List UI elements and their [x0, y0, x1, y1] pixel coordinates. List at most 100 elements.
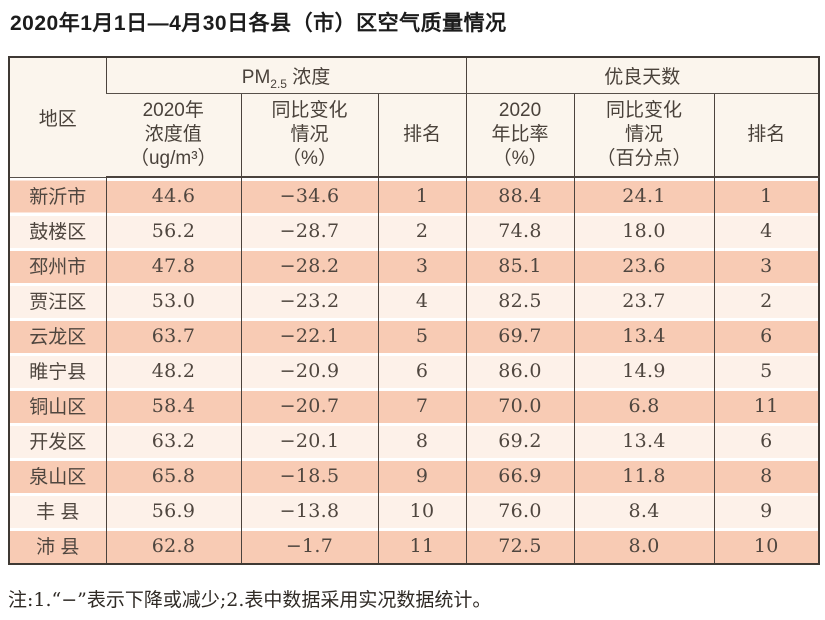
cell-good-ratio: 86.0 [465, 353, 575, 389]
table-row: 泉山区 65.8 −18.5 9 66.9 11.8 8 [9, 458, 820, 494]
header-group-pm25: PM2.5 浓度 [105, 57, 467, 95]
cell-good-ratio: 69.7 [465, 318, 575, 354]
cell-good-ratio: 66.9 [465, 458, 575, 494]
header-good-rank: 排名 [713, 93, 820, 179]
cell-good-change: 13.4 [573, 318, 715, 354]
header-sub-row: 2020年 浓度值 （ug/m³） 同比变化 情况 （%） 排名 2020 年比… [9, 93, 820, 179]
cell-pm-value: 47.8 [105, 248, 241, 284]
table-row: 云龙区 63.7 −22.1 5 69.7 13.4 6 [9, 318, 820, 354]
table-row: 睢宁县 48.2 −20.9 6 86.0 14.9 5 [9, 353, 820, 389]
cell-pm-value: 44.6 [105, 177, 241, 214]
cell-pm-change: −13.8 [240, 493, 378, 529]
pm-subscript: 2.5 [270, 77, 287, 92]
cell-pm-change: −34.6 [240, 177, 378, 214]
cell-pm-value: 53.0 [105, 283, 241, 319]
footnote: 注:1.“−”表示下降或减少;2.表中数据采用实况数据统计。 [8, 589, 492, 612]
cell-pm-value: 58.4 [105, 388, 241, 424]
table-row: 开发区 63.2 −20.1 8 69.2 13.4 6 [9, 423, 820, 459]
cell-region: 铜山区 [9, 388, 106, 424]
cell-good-change: 23.6 [573, 248, 715, 284]
header-group-good-days: 优良天数 [465, 57, 820, 95]
cell-good-change: 11.8 [573, 458, 715, 494]
cell-pm-value: 48.2 [105, 353, 241, 389]
cell-region: 云龙区 [9, 318, 106, 354]
air-quality-table: 地区 PM2.5 浓度 优良天数 2020年 浓度值 （ug/m³） 同比变化 … [8, 56, 821, 566]
cell-good-ratio: 72.5 [465, 528, 575, 565]
cell-good-rank: 8 [713, 458, 820, 494]
cell-good-ratio: 76.0 [465, 493, 575, 529]
cell-good-rank: 1 [713, 177, 820, 214]
header-pm-value: 2020年 浓度值 （ug/m³） [106, 93, 241, 179]
table-row: 丰 县 56.9 −13.8 10 76.0 8.4 9 [9, 493, 820, 529]
cell-good-rank: 6 [713, 423, 820, 459]
cell-region: 邳州市 [9, 248, 106, 284]
cell-pm-rank: 7 [377, 388, 467, 424]
cell-region: 开发区 [9, 423, 106, 459]
table-row: 鼓楼区 56.2 −28.7 2 74.8 18.0 4 [9, 213, 820, 249]
cell-pm-rank: 10 [377, 493, 467, 529]
cell-pm-rank: 4 [377, 283, 467, 319]
header-group-row: 地区 PM2.5 浓度 优良天数 [9, 57, 820, 178]
cell-pm-change: −28.7 [240, 213, 378, 249]
cell-good-rank: 2 [713, 283, 820, 319]
cell-region: 新沂市 [9, 177, 106, 214]
page-title: 2020年1月1日—4月30日各县（市）区空气质量情况 [10, 12, 507, 35]
cell-good-change: 23.7 [573, 283, 715, 319]
cell-good-ratio: 74.8 [465, 213, 575, 249]
pm-suffix-label: 浓度 [286, 67, 331, 89]
cell-pm-rank: 9 [377, 458, 467, 494]
header-good-change: 同比变化 情况 （百分点） [573, 93, 715, 179]
cell-pm-rank: 8 [377, 423, 467, 459]
cell-pm-rank: 1 [377, 177, 467, 214]
cell-region: 睢宁县 [9, 353, 106, 389]
table-row: 邳州市 47.8 −28.2 3 85.1 23.6 3 [9, 248, 820, 284]
cell-region: 贾汪区 [9, 283, 106, 319]
cell-good-rank: 6 [713, 318, 820, 354]
cell-region: 丰 县 [9, 493, 106, 529]
cell-pm-rank: 5 [377, 318, 467, 354]
cell-pm-change: −20.7 [240, 388, 378, 424]
cell-good-change: 8.4 [573, 493, 715, 529]
cell-pm-change: −23.2 [240, 283, 378, 319]
table-row: 新沂市 44.6 −34.6 1 88.4 24.1 1 [9, 177, 820, 214]
table-body: 新沂市 44.6 −34.6 1 88.4 24.1 1 鼓楼区 56.2 −2… [9, 177, 820, 565]
cell-pm-change: −28.2 [240, 248, 378, 284]
cell-region: 鼓楼区 [9, 213, 106, 249]
cell-pm-value: 63.2 [105, 423, 241, 459]
cell-good-rank: 3 [713, 248, 820, 284]
cell-pm-change: −18.5 [240, 458, 378, 494]
cell-good-ratio: 88.4 [465, 177, 575, 214]
table-row: 沛 县 62.8 −1.7 11 72.5 8.0 10 [9, 528, 820, 565]
cell-good-rank: 5 [713, 353, 820, 389]
header-good-ratio: 2020 年比率 （%） [465, 93, 575, 179]
table-header: 地区 PM2.5 浓度 优良天数 2020年 浓度值 （ug/m³） 同比变化 … [9, 57, 820, 179]
cell-pm-value: 65.8 [105, 458, 241, 494]
cell-good-change: 13.4 [573, 423, 715, 459]
cell-pm-value: 56.2 [105, 213, 241, 249]
cell-good-change: 8.0 [573, 528, 715, 565]
cell-good-ratio: 82.5 [465, 283, 575, 319]
pm-label: PM [241, 67, 271, 89]
cell-pm-change: −22.1 [240, 318, 378, 354]
cell-good-change: 14.9 [573, 353, 715, 389]
cell-pm-change: −20.9 [240, 353, 378, 389]
cell-pm-change: −20.1 [240, 423, 378, 459]
table-row: 铜山区 58.4 −20.7 7 70.0 6.8 11 [9, 388, 820, 424]
cell-region: 沛 县 [9, 528, 106, 565]
cell-pm-value: 56.9 [105, 493, 241, 529]
cell-pm-value: 63.7 [105, 318, 241, 354]
cell-pm-rank: 6 [377, 353, 467, 389]
cell-pm-change: −1.7 [240, 528, 378, 565]
cell-good-rank: 10 [713, 528, 820, 565]
cell-pm-rank: 11 [377, 528, 467, 565]
cell-good-ratio: 85.1 [465, 248, 575, 284]
cell-good-rank: 9 [713, 493, 820, 529]
cell-pm-rank: 3 [377, 248, 467, 284]
cell-good-ratio: 69.2 [465, 423, 575, 459]
cell-good-change: 18.0 [573, 213, 715, 249]
table-row: 贾汪区 53.0 −23.2 4 82.5 23.7 2 [9, 283, 820, 319]
cell-good-rank: 11 [713, 388, 820, 424]
header-pm-rank: 排名 [377, 93, 467, 179]
header-region: 地区 [9, 57, 106, 178]
